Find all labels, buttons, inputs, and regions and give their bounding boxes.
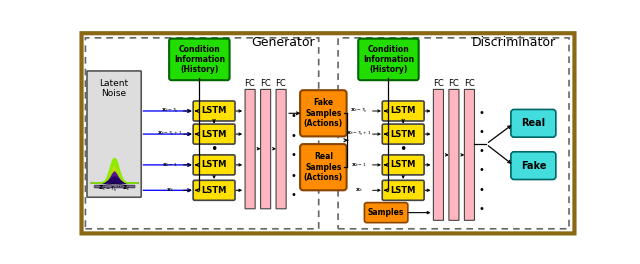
FancyBboxPatch shape	[87, 71, 141, 197]
FancyBboxPatch shape	[382, 124, 424, 144]
Text: •: •	[479, 185, 484, 195]
FancyBboxPatch shape	[511, 110, 556, 137]
FancyBboxPatch shape	[382, 155, 424, 175]
Text: LSTM: LSTM	[202, 161, 227, 169]
Text: LSTM: LSTM	[390, 161, 416, 169]
FancyBboxPatch shape	[193, 101, 235, 121]
Text: Condition
Information
(History): Condition Information (History)	[174, 45, 225, 74]
FancyBboxPatch shape	[276, 89, 286, 209]
FancyBboxPatch shape	[169, 39, 230, 80]
Text: FC: FC	[463, 79, 474, 88]
Text: •: •	[290, 131, 296, 141]
Text: FC: FC	[448, 79, 459, 88]
Text: LSTM: LSTM	[390, 106, 416, 115]
Text: Generator: Generator	[252, 36, 315, 49]
Text: $\mathbf{x}_{t-1}$: $\mathbf{x}_{t-1}$	[162, 161, 178, 169]
Text: Real
Samples
(Actions): Real Samples (Actions)	[304, 152, 343, 182]
FancyBboxPatch shape	[81, 33, 575, 233]
FancyBboxPatch shape	[245, 89, 255, 209]
Text: FC: FC	[433, 79, 444, 88]
Text: Real: Real	[522, 118, 545, 128]
FancyBboxPatch shape	[382, 180, 424, 200]
FancyBboxPatch shape	[260, 89, 271, 209]
Text: Fake
Samples
(Actions): Fake Samples (Actions)	[304, 98, 343, 128]
Text: $\mathbf{x}_t$: $\mathbf{x}_t$	[166, 186, 174, 194]
Text: $\mathbf{x}_{t-T_h+1}$: $\mathbf{x}_{t-T_h+1}$	[346, 130, 372, 138]
Text: $\mathbf{x}_t$: $\mathbf{x}_t$	[355, 186, 363, 194]
FancyBboxPatch shape	[358, 39, 419, 80]
Text: Latent
Noise: Latent Noise	[100, 79, 129, 98]
Text: $\mathbf{x}_{t-T_h}$: $\mathbf{x}_{t-T_h}$	[161, 107, 179, 115]
Text: FC: FC	[260, 79, 271, 88]
Text: Fake: Fake	[520, 161, 546, 171]
Text: •: •	[290, 111, 296, 121]
FancyBboxPatch shape	[433, 89, 444, 220]
FancyBboxPatch shape	[300, 144, 347, 190]
Text: $\mathbf{x}_{t-T_h+1}$: $\mathbf{x}_{t-T_h+1}$	[157, 130, 182, 138]
FancyBboxPatch shape	[511, 152, 556, 180]
Text: •: •	[479, 204, 484, 214]
FancyBboxPatch shape	[449, 89, 459, 220]
Text: •: •	[399, 143, 407, 156]
FancyBboxPatch shape	[382, 101, 424, 121]
FancyBboxPatch shape	[465, 89, 474, 220]
Text: •: •	[290, 171, 296, 181]
Text: $\mathbf{x}_{t-T_h}$: $\mathbf{x}_{t-T_h}$	[350, 107, 368, 115]
Text: LSTM: LSTM	[390, 186, 416, 195]
FancyBboxPatch shape	[300, 90, 347, 136]
Text: $\mathbf{z}_{t-T_h}\cdots\mathbf{z}_t$: $\mathbf{z}_{t-T_h}\cdots\mathbf{z}_t$	[98, 184, 131, 194]
Text: Samples: Samples	[368, 208, 404, 217]
Text: •: •	[479, 127, 484, 137]
Text: •: •	[479, 146, 484, 156]
Text: LSTM: LSTM	[202, 186, 227, 195]
Text: •: •	[479, 107, 484, 117]
FancyBboxPatch shape	[364, 203, 408, 223]
Text: •: •	[290, 150, 296, 160]
Text: Condition
Information
(History): Condition Information (History)	[363, 45, 414, 74]
Text: LSTM: LSTM	[390, 130, 416, 139]
Text: Discriminator: Discriminator	[472, 36, 556, 49]
Text: •: •	[211, 143, 218, 156]
FancyBboxPatch shape	[193, 180, 235, 200]
FancyBboxPatch shape	[193, 124, 235, 144]
Text: FC: FC	[244, 79, 255, 88]
Text: •: •	[479, 165, 484, 175]
Text: $\mathbf{x}_{t-1}$: $\mathbf{x}_{t-1}$	[351, 161, 367, 169]
Text: •: •	[290, 190, 296, 200]
Text: LSTM: LSTM	[202, 106, 227, 115]
Text: FC: FC	[275, 79, 286, 88]
Text: LSTM: LSTM	[202, 130, 227, 139]
FancyBboxPatch shape	[193, 155, 235, 175]
